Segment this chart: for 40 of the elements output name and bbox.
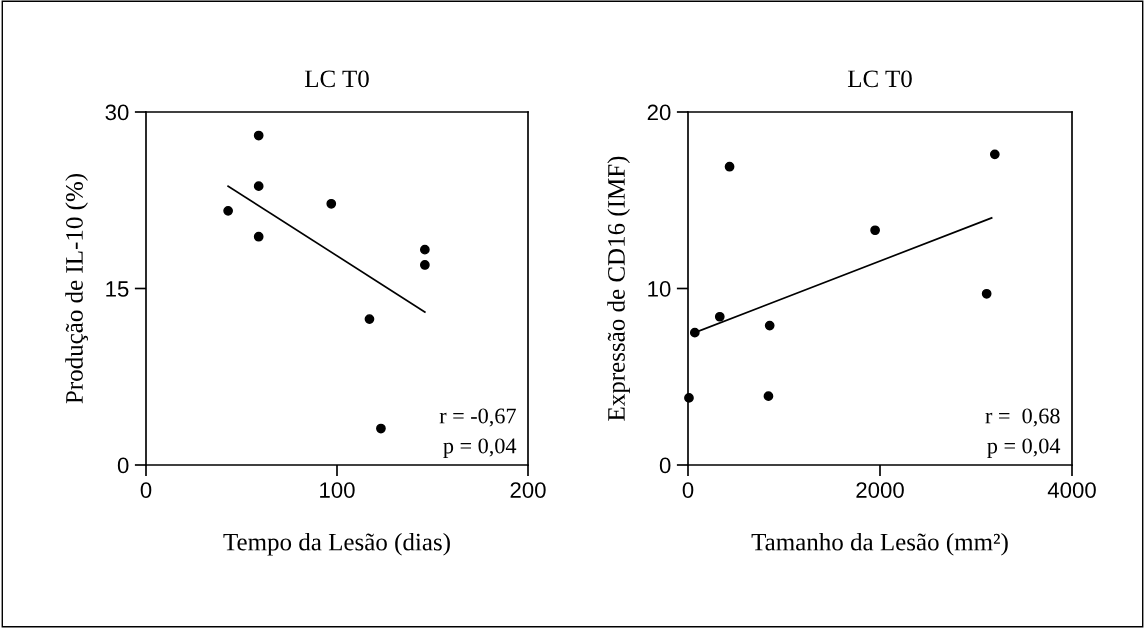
- x-tick-label: 100: [320, 482, 355, 498]
- annotation: p = 0,04: [987, 438, 1061, 458]
- x-tick-label: 200: [510, 482, 546, 498]
- y-tick-label: 15: [106, 281, 129, 297]
- point: [689, 327, 700, 338]
- x-tick-label: 0: [682, 482, 694, 498]
- point: [364, 314, 375, 324]
- annotation: p = 0,04: [443, 438, 517, 458]
- y-tick-label: 10: [648, 281, 671, 297]
- point: [419, 260, 430, 270]
- x-axis-title: Tempo da Lesão (dias): [223, 532, 450, 556]
- point: [684, 393, 694, 403]
- point: [223, 205, 233, 216]
- point: [253, 181, 264, 191]
- annotation: r = 0,68: [985, 408, 1060, 427]
- point: [981, 288, 992, 299]
- x-tick-label: 2000: [856, 482, 904, 498]
- point: [253, 231, 264, 242]
- point: [989, 149, 1000, 160]
- point: [419, 244, 430, 255]
- y-tick-label: 0: [659, 457, 671, 474]
- point: [724, 161, 735, 172]
- x-axis-title: Tamanho da Lesão (mm²): [751, 532, 1008, 556]
- x-tick-label: 4000: [1047, 482, 1096, 498]
- point: [870, 225, 880, 236]
- chart-title: LC T0: [847, 70, 912, 88]
- point: [764, 320, 775, 331]
- y-tick-label: 0: [117, 457, 129, 474]
- point: [376, 423, 386, 434]
- y-tick-label: 20: [647, 104, 671, 121]
- point: [714, 311, 725, 322]
- point: [253, 130, 264, 141]
- annotation: r = -0,67: [439, 408, 516, 427]
- y-tick-label: 30: [105, 104, 129, 121]
- x-tick-label: 0: [140, 482, 152, 498]
- y-axis-title: Expressão de CD16 (IMF): [607, 156, 630, 421]
- y-axis-title: Produção de IL-10 (%): [65, 174, 88, 404]
- point: [326, 198, 337, 209]
- chart-title: LC T0: [304, 70, 369, 88]
- point: [763, 391, 774, 402]
